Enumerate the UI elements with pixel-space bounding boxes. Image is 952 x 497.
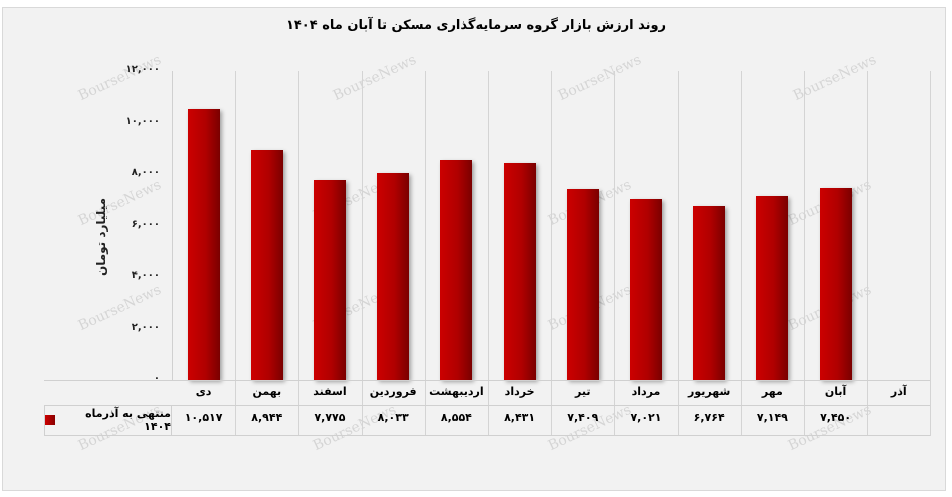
y-tick-label: ۰: [153, 373, 160, 384]
table-top-border: [44, 380, 930, 381]
gridline: [677, 71, 679, 436]
bar: [377, 173, 410, 380]
y-axis-line: [172, 71, 173, 380]
gridline: [235, 71, 237, 436]
table-mid-border: [44, 405, 930, 406]
bar: [756, 195, 789, 380]
bar: [187, 109, 220, 380]
data-value: ۸,۰۳۳: [377, 411, 409, 424]
gridline: [804, 71, 805, 436]
gridline: [424, 71, 426, 436]
data-value: ۷,۱۴۹: [756, 411, 788, 424]
chart-frame: [2, 7, 946, 491]
data-value: ۷,۷۷۵: [314, 411, 346, 424]
data-value: ۷,۴۵۰: [820, 411, 852, 424]
legend-label: منتهی به آذرماه ۱۴۰۴: [85, 407, 171, 433]
data-value: ۸,۹۴۴: [251, 411, 283, 424]
data-value: ۸,۴۳۱: [504, 411, 536, 424]
data-value: ۷,۰۲۱: [630, 411, 662, 424]
chart-title: روند ارزش بازار گروه سرمایه‌گذاری مسکن ت…: [285, 18, 667, 33]
legend-entry: منتهی به آذرماه ۱۴۰۴: [44, 405, 172, 435]
legend-swatch-icon: [45, 415, 55, 425]
gridline: [867, 71, 869, 436]
y-tick-label: ۶,۰۰۰: [131, 218, 160, 230]
category-label: مهر: [761, 385, 783, 398]
gridline: [614, 71, 616, 436]
bar: [503, 162, 536, 380]
data-value: ۶,۷۶۴: [693, 411, 725, 424]
y-tick-label: ۱۲,۰۰۰: [125, 64, 160, 75]
category-label: دی: [195, 385, 212, 398]
data-value: ۷,۴۰۹: [567, 411, 599, 424]
gridline: [930, 71, 932, 436]
y-tick-label: ۴,۰۰۰: [131, 270, 160, 281]
data-value: ۸,۵۵۴: [440, 411, 472, 424]
category-label: اردیبهشت: [429, 385, 484, 398]
bar: [693, 205, 726, 380]
category-label: آذر: [890, 385, 907, 398]
bar: [440, 159, 473, 380]
gridline: [298, 71, 300, 436]
gridline: [740, 71, 742, 436]
bar: [630, 199, 662, 380]
category-label: خرداد: [504, 385, 535, 398]
bar: [566, 189, 599, 380]
table-bottom-border: [44, 435, 930, 436]
gridline: [551, 71, 553, 436]
category-label: بهمن: [252, 385, 282, 398]
y-tick-label: ۱۰,۰۰۰: [125, 115, 160, 127]
y-tick-label: ۸,۰۰۰: [131, 167, 160, 178]
category-label: اسفند: [313, 385, 347, 398]
category-label: آبان: [824, 385, 847, 398]
data-value: ۱۰,۵۱۷: [184, 411, 223, 424]
gridline: [488, 71, 489, 436]
bar: [819, 188, 852, 380]
y-tick-label: ۲,۰۰۰: [131, 321, 160, 333]
gridline: [361, 71, 363, 436]
bar: [250, 149, 283, 380]
category-label: تیر: [575, 385, 591, 398]
y-axis-label: میلیارد تومان: [94, 197, 109, 277]
category-label: فروردین: [369, 385, 417, 398]
category-label: مرداد: [631, 385, 661, 398]
category-label: شهریور: [688, 385, 731, 398]
bar: [314, 179, 346, 380]
